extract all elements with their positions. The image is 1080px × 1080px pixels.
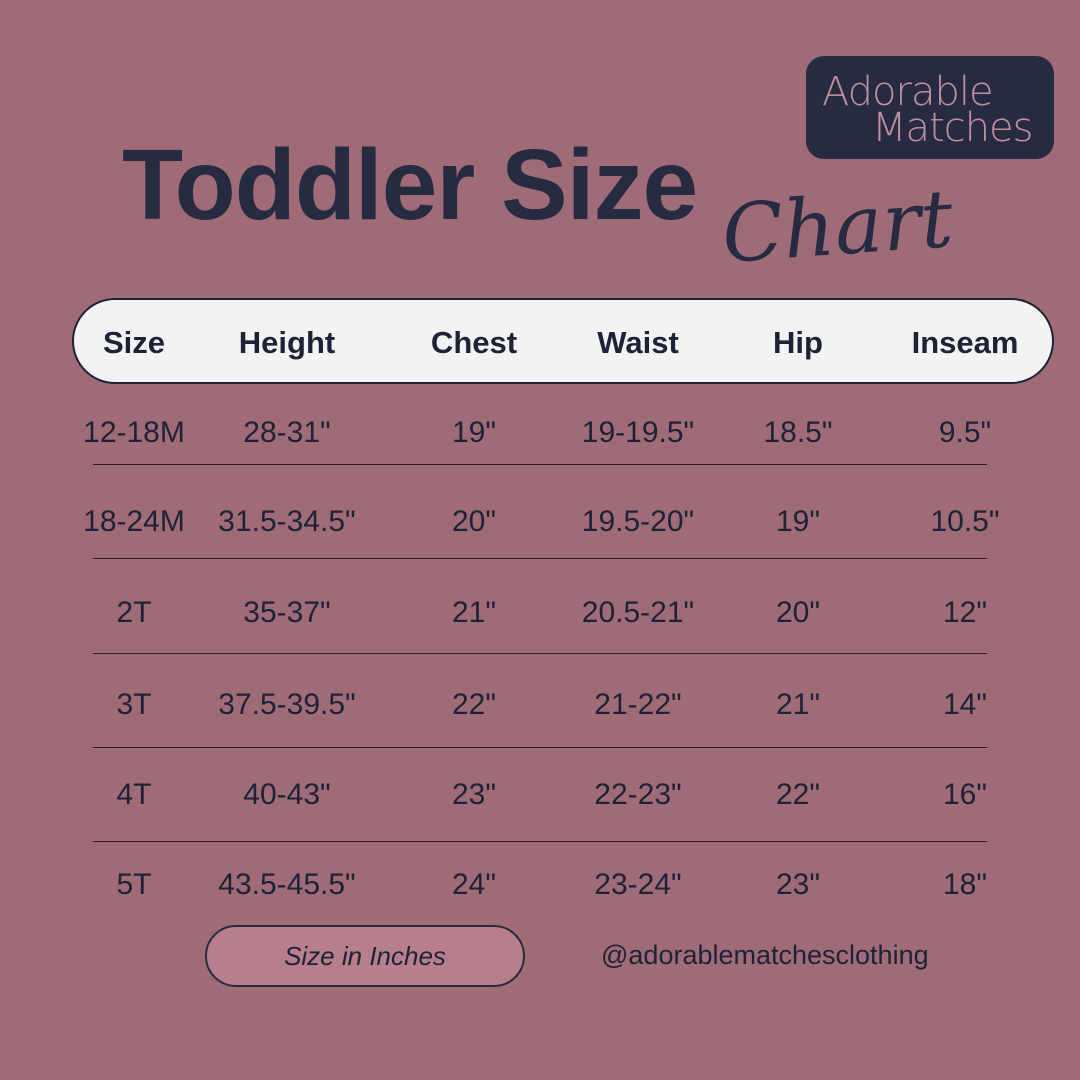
table-cell: 5T	[116, 868, 152, 901]
table-cell: 31.5-34.5"	[218, 505, 356, 538]
table-cell: 9.5"	[938, 416, 992, 449]
table-header	[72, 298, 1054, 384]
row-divider	[93, 464, 987, 465]
table-cell: 21"	[775, 688, 821, 721]
table-cell: 3T	[116, 688, 152, 721]
table-cell: 20"	[451, 505, 497, 538]
table-cell: 23"	[451, 778, 497, 811]
column-header-chest: Chest	[430, 325, 518, 360]
column-header-height: Height	[238, 325, 336, 360]
table-cell: 19"	[775, 505, 821, 538]
table-cell: 12"	[942, 596, 988, 629]
page-title: Toddler Size	[122, 129, 698, 241]
table-cell: 23-24"	[594, 868, 682, 901]
table-cell: 28-31"	[243, 416, 331, 449]
page-title-script: Chart	[719, 172, 956, 281]
table-cell: 16"	[942, 778, 988, 811]
table-cell: 37.5-39.5"	[218, 688, 356, 721]
table-cell: 18-24M	[83, 505, 185, 538]
logo-line-2: Matches	[872, 105, 1033, 151]
table-cell: 21-22"	[594, 688, 682, 721]
table-cell: 19"	[451, 416, 497, 449]
brand-logo: Adorable Matches	[806, 56, 1054, 159]
row-divider	[93, 558, 987, 559]
table-cell: 18.5"	[763, 416, 833, 449]
unit-note: Size in Inches	[284, 940, 446, 971]
table-cell: 2T	[116, 596, 152, 629]
row-divider	[93, 841, 987, 842]
column-header-size: Size	[102, 325, 166, 360]
table-cell: 40-43"	[243, 778, 331, 811]
table-cell: 19.5-20"	[581, 505, 695, 538]
unit-note-badge: Size in Inches	[205, 925, 525, 987]
table-cell: 4T	[116, 778, 152, 811]
column-header-hip: Hip	[773, 325, 823, 360]
table-cell: 20"	[775, 596, 821, 629]
table-cell: 20.5-21"	[581, 596, 695, 629]
column-header-inseam: Inseam	[911, 325, 1019, 360]
table-cell: 19-19.5"	[581, 416, 695, 449]
row-divider	[93, 653, 987, 654]
table-cell: 22"	[775, 778, 821, 811]
row-divider	[93, 747, 987, 748]
table-cell: 12-18M	[83, 416, 185, 449]
table-cell: 24"	[451, 868, 497, 901]
column-header-waist: Waist	[597, 325, 679, 360]
table-cell: 23"	[775, 868, 821, 901]
table-cell: 18"	[942, 868, 988, 901]
table-cell: 43.5-45.5"	[218, 868, 356, 901]
table-cell: 14"	[942, 688, 988, 721]
logo-line-1: Adorable	[822, 69, 994, 115]
social-handle: @adorablematchesclothing	[601, 940, 929, 970]
table-cell: 10.5"	[930, 505, 1000, 538]
table-cell: 22-23"	[594, 778, 682, 811]
table-cell: 35-37"	[243, 596, 331, 629]
table-cell: 22"	[451, 688, 497, 721]
table-cell: 21"	[451, 596, 497, 629]
